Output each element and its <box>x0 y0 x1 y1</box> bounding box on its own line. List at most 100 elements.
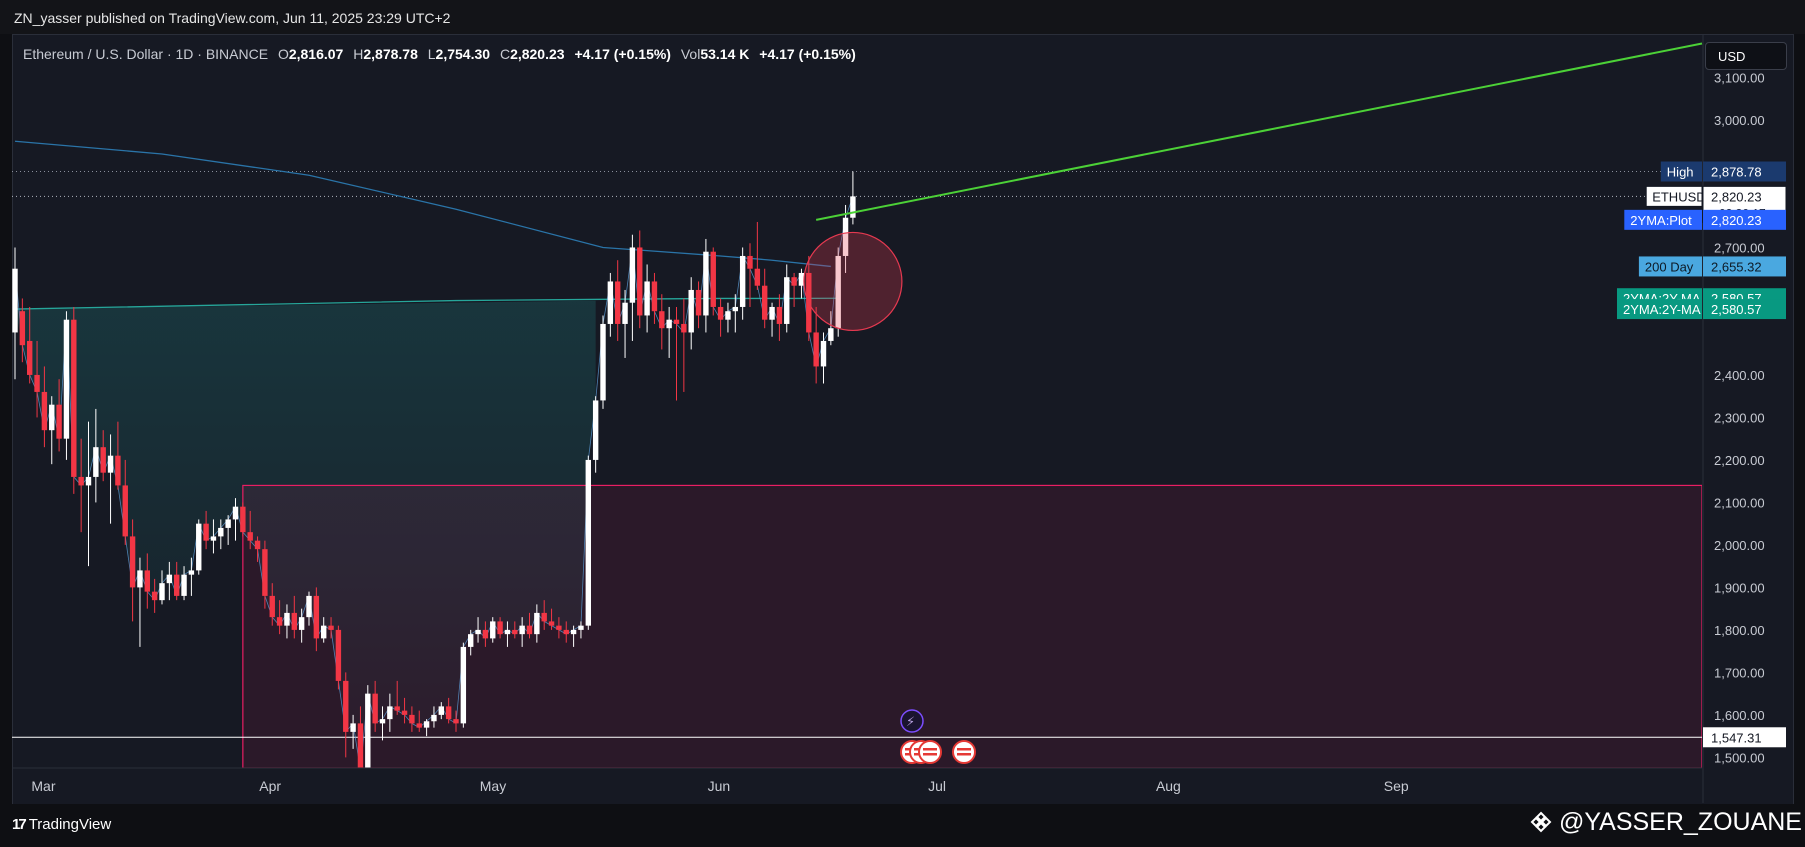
candle-body <box>695 289 702 316</box>
price-label-name-tag <box>1645 185 1703 207</box>
candle-body <box>431 714 437 722</box>
candle-body <box>570 629 577 635</box>
candle-body <box>27 340 33 375</box>
candle-body <box>350 723 356 732</box>
candle-body <box>240 506 246 533</box>
candle-body <box>423 721 430 728</box>
volume-change: +4.17 (+0.15%) <box>759 46 856 62</box>
currency-button[interactable]: USD <box>1705 42 1787 70</box>
candle-body <box>526 625 533 635</box>
candle-body <box>343 680 349 732</box>
candle-body <box>798 272 805 286</box>
change-value: +4.17 (+0.15%) <box>574 46 671 62</box>
candle-body <box>159 583 165 601</box>
candle-body <box>409 714 415 724</box>
price-label-value-tag <box>1703 161 1786 182</box>
candle-body <box>490 621 496 639</box>
candle-body <box>828 328 834 341</box>
x-tick-label: Mar <box>31 778 55 794</box>
supply-zone-box <box>242 484 1702 768</box>
candle-body <box>181 574 187 596</box>
candle-body <box>673 319 680 324</box>
price-label: 2YMA:Plot 2,820.23 <box>1624 209 1786 230</box>
candle-body <box>19 311 26 346</box>
candle-body <box>548 621 555 626</box>
price-label-value-tag <box>1703 256 1786 277</box>
projection-trendline <box>815 42 1703 221</box>
x-tick-label: Apr <box>259 778 281 794</box>
candle-body <box>769 306 775 320</box>
candle-body <box>85 476 92 486</box>
candle-body <box>203 523 209 541</box>
earnings-icon <box>900 709 924 733</box>
candle-body <box>225 519 231 528</box>
price-label-value: 2,820.23 <box>1711 213 1762 228</box>
price-label-name-tag <box>1660 161 1702 182</box>
low-value: 2,754.30 <box>435 46 491 62</box>
candle-body <box>188 570 195 575</box>
candle-body <box>519 625 525 635</box>
price-label-value: 2,580.57 <box>1711 302 1762 317</box>
symbol-name: Ethereum / U.S. Dollar · 1D · BINANCE <box>23 46 269 62</box>
price-label-name: 200 Day <box>1645 259 1694 274</box>
candle-body <box>578 625 584 630</box>
candle-body <box>151 591 158 601</box>
candle-body <box>196 523 202 571</box>
y-tick-label: 1,900.00 <box>1714 580 1765 595</box>
candle-body <box>813 332 819 367</box>
y-tick-label: 1,600.00 <box>1714 708 1765 723</box>
us-flag-stripe <box>957 748 971 751</box>
candle-body <box>379 719 386 724</box>
candle-body <box>850 196 856 218</box>
candle-body <box>394 706 400 711</box>
candle-body <box>335 629 342 681</box>
candle-body <box>842 217 849 256</box>
candle-body <box>659 311 665 329</box>
candle-body <box>56 404 62 439</box>
y-tick-label: 2,700.00 <box>1714 240 1765 255</box>
price-label: 2YMA:2Y-MA 2,580.57 <box>1617 299 1786 320</box>
tradingview-icon: 17 <box>12 816 27 833</box>
price-label-value: 1,547.31 <box>1711 730 1762 745</box>
y-tick-label: 2,400.00 <box>1714 368 1765 383</box>
candle-body <box>681 323 687 333</box>
candle-body <box>262 549 268 596</box>
price-label: High 2,878.78 <box>1660 161 1786 182</box>
candle-body <box>776 306 783 324</box>
price-label-name-tag <box>1638 256 1702 277</box>
x-tick-label: May <box>480 778 506 794</box>
candle-body <box>387 706 393 720</box>
price-label-value: 2,655.32 <box>1711 259 1762 274</box>
y-tick-label: 3,100.00 <box>1714 70 1765 85</box>
candle-body <box>321 625 327 639</box>
candle-body <box>475 629 481 635</box>
candle-body <box>497 621 503 635</box>
candle-body <box>41 391 48 431</box>
candle-body <box>144 570 150 592</box>
y-tick-label: 1,700.00 <box>1714 665 1765 680</box>
candle-body <box>247 532 253 541</box>
y-tick-label: 2,100.00 <box>1714 495 1765 510</box>
x-tick-label: Jun <box>708 778 731 794</box>
price-label-value: 2,820.23 <box>1711 189 1762 204</box>
price-label-name-tag <box>1624 209 1702 230</box>
candle-body <box>703 251 709 316</box>
price-label-value-tag <box>1703 209 1786 230</box>
candle-body <box>460 646 467 724</box>
close-value: 2,820.23 <box>510 46 565 62</box>
candle-body <box>820 340 827 367</box>
candle-body <box>512 629 518 635</box>
tradingview-logo[interactable]: 17 TradingView <box>12 816 111 833</box>
candle-body <box>541 612 547 622</box>
y-tick-label: 2,200.00 <box>1714 453 1765 468</box>
candle-body <box>637 247 643 316</box>
candle-body <box>717 306 724 320</box>
price-label-value: 2,878.78 <box>1711 164 1762 179</box>
candle-body <box>725 311 731 320</box>
candle-body <box>468 634 474 647</box>
candle-body <box>563 629 569 635</box>
x-tick-label: Sep <box>1384 778 1409 794</box>
author-watermark: @YASSER_ZOUANE <box>1530 808 1802 837</box>
price-label-name: 2YMA:2Y-MA <box>1623 302 1701 317</box>
